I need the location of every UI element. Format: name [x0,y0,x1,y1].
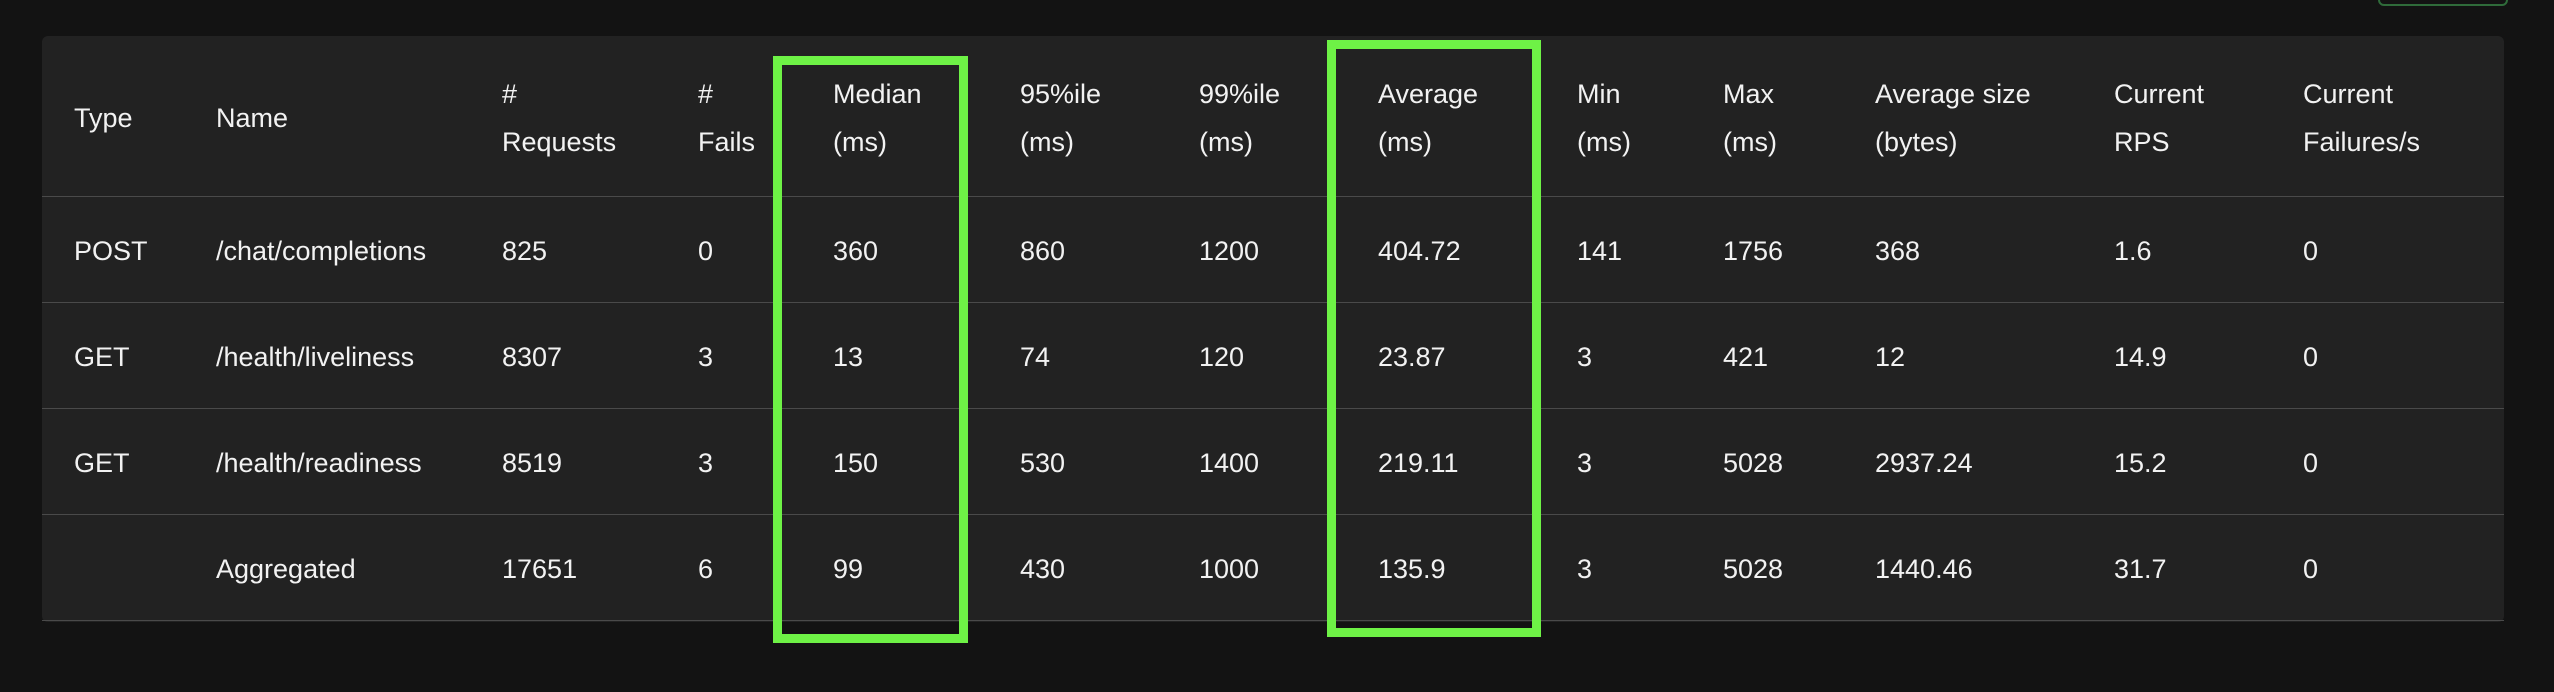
cell-max: 421 [1723,342,1769,372]
table-row: GET /health/liveliness 8307 3 13 74 120 … [42,303,2504,409]
cell-current-rps: 31.7 [2114,554,2167,584]
cell-p99: 1200 [1199,236,1260,266]
cell-median: 13 [833,342,864,372]
cell-median: 99 [833,554,864,584]
cell-current-failures: 0 [2303,448,2319,478]
cell-requests: 825 [502,236,548,266]
cell-average: 219.11 [1378,448,1459,478]
column-header-average[interactable]: Average (ms) [1378,79,1479,157]
column-header-min[interactable]: Min (ms) [1577,79,1631,157]
table-header-row: Type Name # Requests # Fails Median (ms)… [42,36,2504,197]
cell-name: /health/readiness [216,448,422,478]
cell-min: 141 [1577,236,1623,266]
column-header-median[interactable]: Median (ms) [833,79,922,157]
column-header-name[interactable]: Name [216,103,289,133]
cell-p95: 530 [1020,448,1066,478]
cell-current-rps: 15.2 [2114,448,2167,478]
cell-requests: 8307 [502,342,563,372]
cell-p99: 1000 [1199,554,1260,584]
column-header-current-rps[interactable]: Current RPS [2114,79,2205,157]
cell-average: 404.72 [1378,236,1461,266]
cell-current-failures: 0 [2303,554,2319,584]
cell-type: GET [74,448,130,478]
cell-average-size: 1440.46 [1875,554,1973,584]
request-statistics-table: Type Name # Requests # Fails Median (ms)… [42,36,2504,622]
cell-fails: 3 [698,342,714,372]
cell-max: 5028 [1723,448,1784,478]
cell-median: 360 [833,236,879,266]
cell-current-rps: 1.6 [2114,236,2152,266]
cell-p95: 860 [1020,236,1066,266]
top-right-button[interactable] [2378,0,2508,6]
cell-min: 3 [1577,342,1593,372]
cell-average-size: 368 [1875,236,1921,266]
cell-name: Aggregated [216,554,356,584]
cell-median: 150 [833,448,879,478]
cell-p99: 1400 [1199,448,1260,478]
table-row: POST /chat/completions 825 0 360 860 120… [42,197,2504,303]
cell-average-size: 12 [1875,342,1906,372]
cell-min: 3 [1577,448,1593,478]
cell-current-rps: 14.9 [2114,342,2167,372]
cell-p99: 120 [1199,342,1245,372]
cell-current-failures: 0 [2303,236,2319,266]
cell-average: 135.9 [1378,554,1446,584]
column-header-type[interactable]: Type [74,103,133,133]
cell-fails: 0 [698,236,714,266]
cell-type: POST [74,236,148,266]
cell-fails: 3 [698,448,714,478]
cell-p95: 74 [1020,342,1051,372]
cell-average: 23.87 [1378,342,1446,372]
column-header-fails[interactable]: # Fails [698,79,756,157]
cell-requests: 8519 [502,448,563,478]
cell-max: 1756 [1723,236,1784,266]
cell-min: 3 [1577,554,1593,584]
column-header-requests[interactable]: # Requests [502,79,617,157]
column-header-average-size[interactable]: Average size (bytes) [1875,79,2031,157]
column-header-p99[interactable]: 99%ile (ms) [1199,79,1281,157]
cell-name: /chat/completions [216,236,427,266]
cell-fails: 6 [698,554,714,584]
cell-max: 5028 [1723,554,1784,584]
cell-requests: 17651 [502,554,578,584]
cell-p95: 430 [1020,554,1066,584]
table-row-aggregated: Aggregated 17651 6 99 430 1000 135.9 3 5… [42,515,2504,621]
column-header-p95[interactable]: 95%ile (ms) [1020,79,1102,157]
cell-type: GET [74,342,130,372]
column-header-max[interactable]: Max (ms) [1723,79,1777,157]
cell-average-size: 2937.24 [1875,448,1973,478]
cell-current-failures: 0 [2303,342,2319,372]
cell-name: /health/liveliness [216,342,415,372]
column-header-current-failures[interactable]: Current Failures/s [2303,79,2421,157]
table-row: GET /health/readiness 8519 3 150 530 140… [42,409,2504,515]
